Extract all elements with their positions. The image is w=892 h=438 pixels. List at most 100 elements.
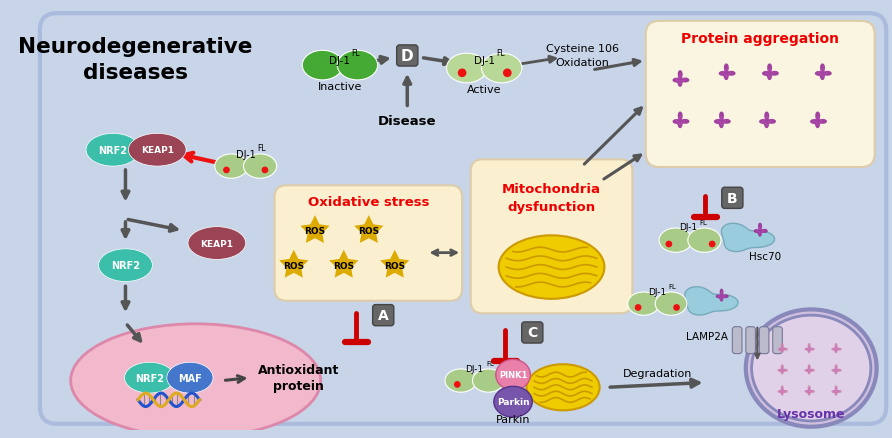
FancyBboxPatch shape — [746, 327, 756, 354]
Polygon shape — [673, 112, 690, 129]
Text: NRF2: NRF2 — [135, 373, 164, 383]
Text: MAF: MAF — [178, 373, 202, 383]
Text: A: A — [378, 308, 389, 322]
Ellipse shape — [223, 167, 230, 174]
Text: Active: Active — [467, 85, 501, 95]
Polygon shape — [831, 343, 842, 353]
Ellipse shape — [673, 304, 680, 311]
Ellipse shape — [665, 241, 673, 248]
Text: DJ-1: DJ-1 — [466, 364, 483, 373]
Text: FL: FL — [257, 143, 266, 152]
Text: DJ-1: DJ-1 — [474, 56, 495, 66]
Polygon shape — [805, 364, 814, 374]
Text: DJ-1: DJ-1 — [648, 287, 666, 296]
Text: ROS: ROS — [384, 261, 405, 270]
Ellipse shape — [167, 363, 213, 393]
Polygon shape — [715, 289, 729, 302]
Ellipse shape — [261, 167, 268, 174]
Polygon shape — [301, 215, 329, 244]
Ellipse shape — [746, 310, 877, 427]
FancyBboxPatch shape — [522, 322, 543, 343]
Polygon shape — [778, 364, 788, 374]
Polygon shape — [719, 64, 736, 81]
Ellipse shape — [458, 69, 467, 78]
Text: LAMP2A: LAMP2A — [686, 332, 729, 342]
Polygon shape — [815, 64, 831, 81]
Text: FL: FL — [351, 49, 360, 58]
Text: DJ-1: DJ-1 — [235, 149, 256, 159]
Text: protein: protein — [273, 379, 324, 392]
Ellipse shape — [188, 227, 245, 260]
Text: Lysosome: Lysosome — [777, 407, 846, 420]
Polygon shape — [831, 385, 842, 396]
Polygon shape — [778, 385, 788, 396]
FancyBboxPatch shape — [722, 188, 743, 209]
Text: Protein aggregation: Protein aggregation — [681, 32, 839, 46]
Text: Oxidation: Oxidation — [556, 58, 609, 68]
Polygon shape — [722, 224, 774, 252]
Text: Cysteine 106: Cysteine 106 — [546, 44, 619, 54]
Ellipse shape — [302, 51, 343, 81]
Ellipse shape — [494, 386, 533, 417]
FancyBboxPatch shape — [397, 46, 417, 67]
Text: DJ-1: DJ-1 — [679, 223, 698, 232]
Text: KEAP1: KEAP1 — [141, 146, 174, 155]
Text: ROS: ROS — [304, 226, 326, 236]
Polygon shape — [380, 250, 409, 278]
Ellipse shape — [628, 292, 659, 315]
Ellipse shape — [447, 54, 487, 84]
Text: Neurodegenerative: Neurodegenerative — [18, 37, 252, 57]
FancyBboxPatch shape — [373, 305, 393, 326]
Text: B: B — [727, 191, 738, 205]
Text: Mitochondria: Mitochondria — [502, 182, 601, 195]
Text: DJ-1: DJ-1 — [329, 56, 351, 66]
FancyBboxPatch shape — [732, 327, 742, 354]
FancyBboxPatch shape — [471, 160, 632, 314]
Text: PINK1: PINK1 — [499, 371, 527, 379]
Text: ROS: ROS — [284, 261, 304, 270]
Text: ROS: ROS — [334, 261, 354, 270]
Ellipse shape — [688, 229, 721, 253]
Ellipse shape — [503, 69, 512, 78]
Ellipse shape — [709, 241, 715, 248]
Polygon shape — [759, 112, 776, 129]
Ellipse shape — [98, 249, 153, 282]
Text: Parkin: Parkin — [496, 414, 531, 424]
Ellipse shape — [635, 304, 641, 311]
Text: FL: FL — [669, 283, 677, 290]
Text: Antioxidant: Antioxidant — [258, 363, 339, 376]
Ellipse shape — [128, 134, 186, 167]
Ellipse shape — [337, 51, 377, 81]
Polygon shape — [831, 364, 842, 374]
Text: FL: FL — [699, 219, 707, 225]
Text: Disease: Disease — [378, 115, 436, 128]
Text: NRF2: NRF2 — [111, 261, 140, 271]
Ellipse shape — [445, 369, 476, 392]
Text: dysfunction: dysfunction — [508, 201, 596, 213]
Text: Hsc70: Hsc70 — [749, 251, 781, 261]
Ellipse shape — [244, 155, 277, 179]
Polygon shape — [805, 385, 814, 396]
Polygon shape — [279, 250, 309, 278]
FancyBboxPatch shape — [772, 327, 782, 354]
Text: diseases: diseases — [83, 63, 187, 83]
Ellipse shape — [752, 315, 871, 421]
FancyBboxPatch shape — [646, 22, 875, 168]
Text: FL: FL — [496, 49, 504, 58]
Polygon shape — [714, 112, 731, 129]
Ellipse shape — [499, 236, 605, 299]
Polygon shape — [778, 343, 788, 353]
Text: Parkin: Parkin — [497, 397, 529, 406]
Polygon shape — [673, 71, 690, 88]
Polygon shape — [329, 250, 359, 278]
Text: FL: FL — [486, 360, 494, 366]
Ellipse shape — [496, 360, 531, 390]
Ellipse shape — [482, 54, 522, 84]
Polygon shape — [762, 64, 779, 81]
Polygon shape — [754, 223, 768, 237]
Polygon shape — [685, 287, 738, 315]
Ellipse shape — [659, 229, 692, 253]
Ellipse shape — [70, 324, 321, 437]
Ellipse shape — [454, 381, 460, 388]
Text: ROS: ROS — [359, 226, 379, 236]
